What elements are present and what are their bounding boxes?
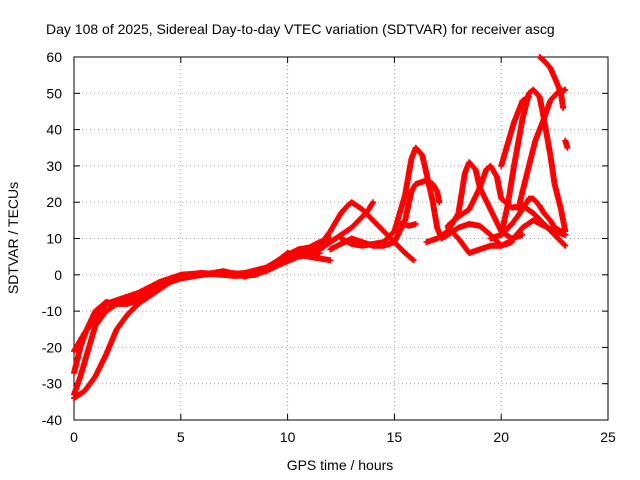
y-tick-label: 50: [46, 85, 62, 101]
data-point-marker: [327, 257, 334, 264]
data-points: [71, 54, 571, 402]
x-tick-label: 10: [280, 429, 296, 445]
data-point-marker: [560, 104, 567, 111]
x-axis-label: GPS time / hours: [287, 457, 394, 473]
data-point-marker: [562, 242, 569, 249]
y-tick-label: -30: [42, 376, 62, 392]
x-tick-label: 0: [70, 429, 78, 445]
data-point-marker: [409, 256, 416, 263]
y-tick-label: 40: [46, 122, 62, 138]
y-tick-label: -10: [42, 303, 62, 319]
data-point-marker: [410, 257, 417, 264]
data-point-marker: [564, 144, 571, 151]
data-point-marker: [436, 199, 443, 206]
y-tick-label: 60: [46, 49, 62, 65]
data-point-marker: [562, 86, 569, 93]
data-point-marker: [561, 241, 568, 248]
x-tick-label: 25: [600, 429, 616, 445]
y-tick-label: 0: [54, 267, 62, 283]
data-point-marker: [519, 231, 526, 238]
y-tick-label: 10: [46, 231, 62, 247]
data-point-marker: [412, 220, 419, 227]
y-tick-label: 30: [46, 158, 62, 174]
y-axis-label: SDTVAR / TECUs: [5, 182, 21, 294]
data-point-marker: [370, 199, 377, 206]
data-point-marker: [561, 230, 568, 237]
chart-title: Day 108 of 2025, Sidereal Day-to-day VTE…: [46, 21, 555, 37]
grid-lines: [74, 57, 608, 420]
x-tick-label: 20: [493, 429, 509, 445]
data-point-marker: [562, 231, 569, 238]
y-tick-label: -20: [42, 339, 62, 355]
data-point-marker: [525, 93, 532, 100]
x-tick-label: 15: [387, 429, 403, 445]
axis-ticks: 0 5 10 15 20 25 -40 -30 -20 -10 0 10 20 30 40 50 60: [42, 49, 616, 445]
y-tick-label: 20: [46, 194, 62, 210]
x-tick-label: 5: [177, 429, 185, 445]
y-tick-label: -40: [42, 412, 62, 428]
